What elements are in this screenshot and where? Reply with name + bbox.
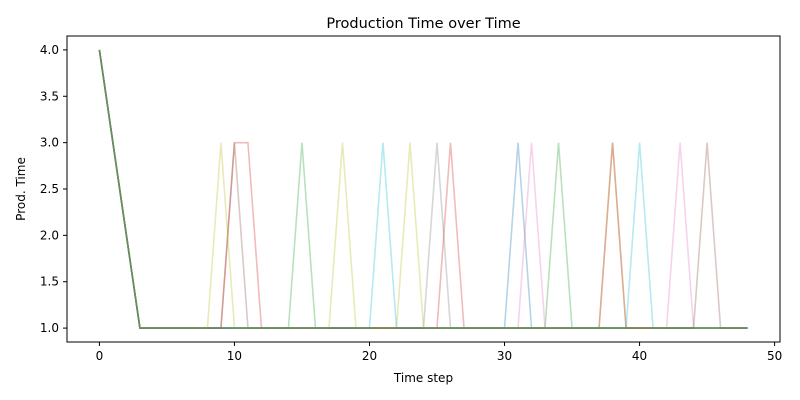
series-line: [98, 49, 748, 329]
x-axis-ticks: 0 10 20 30 40 50: [96, 342, 782, 363]
chart-title: Production Time over Time: [326, 16, 520, 32]
series-line: [98, 49, 748, 329]
y-tick-label: 3.5: [40, 89, 59, 103]
x-tick-label: 10: [227, 349, 242, 363]
y-tick-label: 4.0: [40, 43, 59, 57]
series-line: [98, 49, 748, 329]
y-tick-label: 2.0: [40, 228, 59, 242]
y-tick-label: 2.5: [40, 182, 59, 196]
y-tick-label: 1.0: [40, 321, 59, 335]
series-line: [98, 49, 748, 329]
y-axis-label: Prod. Time: [14, 157, 28, 221]
series-line: [98, 49, 748, 329]
y-axis-ticks: 1.0 1.5 2.0 2.5 3.0 3.5 4.0: [40, 43, 67, 335]
x-tick-label: 30: [497, 349, 512, 363]
series-line: [98, 49, 748, 329]
x-tick-label: 50: [767, 349, 782, 363]
series-layer: [98, 49, 748, 329]
y-tick-label: 3.0: [40, 136, 59, 150]
series-line: [98, 49, 748, 329]
plot-area-frame: [66, 35, 781, 343]
series-line: [98, 49, 748, 329]
y-tick-label: 1.5: [40, 275, 59, 289]
series-line: [98, 49, 748, 329]
x-axis-label: Time step: [393, 371, 453, 385]
series-line: [98, 49, 748, 329]
x-tick-label: 40: [632, 349, 647, 363]
x-tick-label: 0: [96, 349, 104, 363]
series-line: [98, 49, 748, 329]
series-line: [98, 49, 748, 329]
x-tick-label: 20: [362, 349, 377, 363]
